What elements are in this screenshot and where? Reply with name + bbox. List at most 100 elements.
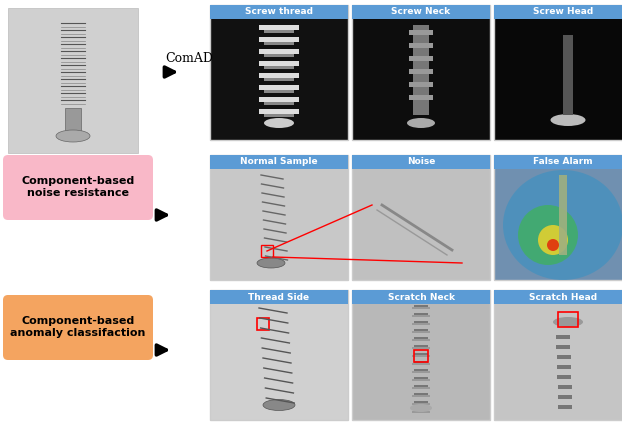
Bar [259, 109, 299, 114]
Bar [557, 385, 572, 389]
Bar [412, 331, 430, 333]
Bar [414, 353, 428, 357]
Bar [264, 102, 294, 105]
FancyBboxPatch shape [494, 5, 622, 19]
Ellipse shape [264, 118, 294, 128]
Bar [264, 54, 294, 57]
Bar [414, 393, 428, 397]
Ellipse shape [410, 404, 432, 412]
Bar [413, 25, 429, 115]
Bar [414, 350, 428, 362]
Bar [264, 30, 294, 33]
Ellipse shape [503, 170, 622, 280]
Bar [264, 90, 294, 93]
FancyBboxPatch shape [210, 5, 348, 140]
Bar [414, 369, 428, 373]
Bar [412, 411, 430, 413]
Bar [414, 329, 428, 333]
Bar [558, 405, 572, 409]
Bar [414, 313, 428, 317]
Text: False Alarm: False Alarm [533, 157, 593, 166]
Bar [259, 85, 299, 90]
Text: Component-based
anomaly classifaction: Component-based anomaly classifaction [11, 316, 146, 338]
Bar [409, 82, 433, 87]
Bar [261, 245, 273, 257]
Ellipse shape [518, 205, 578, 265]
Bar [558, 312, 578, 327]
Bar [556, 345, 570, 349]
Ellipse shape [257, 258, 285, 268]
Text: Scratch Head: Scratch Head [529, 292, 597, 301]
Bar [556, 335, 570, 339]
Text: Normal Sample: Normal Sample [240, 157, 318, 166]
Bar [259, 61, 299, 66]
Bar [412, 379, 430, 381]
Bar [414, 377, 428, 381]
Bar [412, 371, 430, 373]
FancyBboxPatch shape [494, 290, 622, 304]
FancyBboxPatch shape [494, 5, 622, 140]
Bar [264, 42, 294, 45]
Text: Screw Head: Screw Head [533, 7, 593, 16]
Bar [557, 365, 571, 369]
Bar [259, 97, 299, 102]
FancyBboxPatch shape [210, 155, 348, 169]
FancyBboxPatch shape [3, 295, 153, 360]
Bar [414, 401, 428, 405]
Bar [409, 95, 433, 100]
FancyBboxPatch shape [352, 155, 490, 169]
Bar [414, 385, 428, 389]
Bar [409, 69, 433, 74]
Bar [412, 347, 430, 349]
FancyBboxPatch shape [210, 290, 348, 420]
FancyBboxPatch shape [494, 290, 622, 420]
FancyBboxPatch shape [8, 8, 138, 153]
Bar [412, 307, 430, 309]
Bar [409, 56, 433, 61]
Bar [264, 78, 294, 81]
Bar [259, 37, 299, 42]
FancyBboxPatch shape [494, 155, 622, 280]
Bar [414, 409, 428, 413]
FancyBboxPatch shape [352, 5, 490, 140]
Bar [412, 363, 430, 365]
Ellipse shape [550, 114, 585, 126]
Text: Screw thread: Screw thread [245, 7, 313, 16]
Bar [559, 175, 567, 255]
Bar [257, 318, 269, 330]
Ellipse shape [56, 130, 90, 142]
Bar [412, 355, 430, 357]
Bar [414, 337, 428, 341]
Bar [259, 25, 299, 30]
Bar [563, 35, 573, 115]
Bar [412, 395, 430, 397]
Bar [558, 395, 572, 399]
FancyBboxPatch shape [210, 5, 348, 19]
Bar [264, 114, 294, 117]
FancyBboxPatch shape [352, 5, 490, 19]
Bar [259, 73, 299, 78]
FancyBboxPatch shape [352, 155, 490, 280]
Bar [412, 339, 430, 341]
Ellipse shape [538, 225, 568, 255]
Text: ComAD: ComAD [165, 52, 213, 64]
Bar [65, 108, 81, 133]
Bar [414, 321, 428, 325]
FancyBboxPatch shape [210, 155, 348, 280]
Text: Screw Neck: Screw Neck [391, 7, 450, 16]
Bar [412, 403, 430, 405]
Bar [412, 387, 430, 389]
FancyBboxPatch shape [3, 155, 153, 220]
Bar [264, 66, 294, 69]
Text: Noise: Noise [407, 157, 435, 166]
FancyBboxPatch shape [494, 155, 622, 169]
Bar [412, 323, 430, 325]
Ellipse shape [553, 317, 583, 327]
Ellipse shape [407, 118, 435, 128]
Bar [557, 375, 571, 379]
Bar [259, 49, 299, 54]
Text: Scratch Neck: Scratch Neck [388, 292, 455, 301]
Bar [409, 43, 433, 48]
FancyBboxPatch shape [210, 290, 348, 304]
FancyBboxPatch shape [352, 290, 490, 304]
